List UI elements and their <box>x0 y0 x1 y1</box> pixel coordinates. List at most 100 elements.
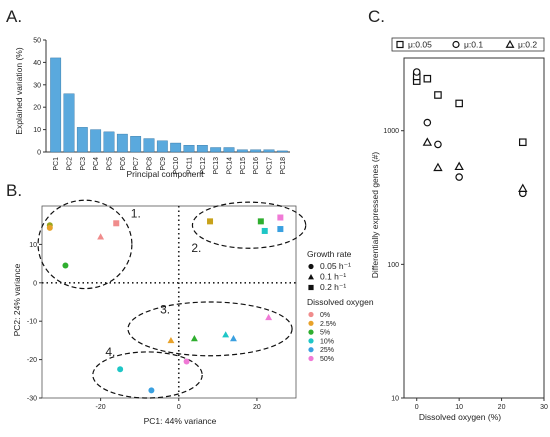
panel-c-letter: C. <box>368 7 385 26</box>
growth-legend-label: 0.05 h⁻¹ <box>320 261 351 271</box>
panel-a-xtick-label: PC12 <box>200 157 207 175</box>
oxygen-legend-marker <box>308 355 314 362</box>
panel-a-bar <box>76 127 88 153</box>
growth-legend-marker <box>308 274 314 280</box>
panel-b-ylabel: PC2: 24% variance <box>12 263 22 336</box>
panel-c-point <box>433 162 443 172</box>
panel-a-xtick-label: PC9 <box>160 157 167 171</box>
panel-c-point <box>434 140 442 149</box>
growth-legend-marker <box>308 263 314 270</box>
panel-b-ytick-label: -30 <box>27 396 37 403</box>
panel-a-xlabel: Principal component <box>126 169 204 179</box>
growth-legend-marker <box>308 284 314 291</box>
panel-b-cluster-ellipse <box>92 351 203 399</box>
oxygen-legend-label: 2.5% <box>320 321 336 328</box>
panel-a-xtick-label: PC11 <box>187 157 194 174</box>
panel-c-point <box>434 91 442 99</box>
oxygen-legend-label: 25% <box>320 347 334 354</box>
panel-a-bar-chart: 0 10 20 30 40 50 PC1 PC2 PC3 PC4 PC5 PC6 PC7 PC8 PC9 PC… <box>33 38 290 175</box>
panel-c-frame <box>403 57 545 399</box>
panel-c-xtick-label: 30 <box>540 404 548 411</box>
dissolved-oxygen-legend-title: Dissolved oxygen <box>307 297 374 307</box>
panel-a-bar <box>170 142 182 153</box>
panel-c-point <box>423 74 432 83</box>
panel-a-xtick-label: PC17 <box>267 157 274 175</box>
oxygen-legend-label: 10% <box>320 338 334 345</box>
panel-c-point <box>454 161 464 171</box>
panel-a-bar <box>263 149 275 153</box>
panel-a-bar <box>183 145 195 153</box>
panel-b-point <box>261 227 268 234</box>
panel-c-legend-marker <box>452 40 460 49</box>
panel-b-point <box>265 313 273 321</box>
panel-b-cluster-label: 1. <box>131 207 141 221</box>
panel-c-xtick-label: 20 <box>498 404 506 411</box>
panel-b-ytick-label: 0 <box>33 280 37 287</box>
panel-c-legend-marker <box>505 39 515 48</box>
panel-b-legend: Growth rate Dissolved oxygen 0.05 h⁻¹0.1… <box>307 249 374 363</box>
panel-b-point <box>46 224 53 231</box>
panel-b-letter: B. <box>6 181 22 200</box>
panel-c-ytick-label: 10 <box>391 396 399 403</box>
panel-b-point <box>190 335 198 342</box>
panel-a-bar <box>130 136 142 153</box>
panel-c-xlabel: Dissolved oxygen (%) <box>419 412 501 422</box>
panel-a-bar <box>250 149 262 153</box>
panel-a-bar <box>90 129 102 153</box>
panel-a-xtick-label: PC18 <box>280 157 287 175</box>
panel-c-legend-label: μ:0.1 <box>464 40 483 50</box>
panel-a-xtick-label: PC14 <box>227 157 234 175</box>
panel-c-scatter: 0 10 20 30 10 100 1000 μ:0.05 μ:0.1 μ:0.2 <box>383 37 548 411</box>
panel-a-xtick-label: PC13 <box>213 157 220 175</box>
panel-b-point <box>113 220 120 227</box>
panel-a-ytick-label: 30 <box>33 82 41 89</box>
panel-b-point <box>117 366 124 373</box>
panel-a-bar <box>116 133 128 153</box>
panel-c-ylabel: Differentially expressed genes (#) <box>370 152 380 279</box>
panel-a-xtick-label: PC8 <box>147 157 154 171</box>
growth-legend-label: 0.1 h⁻¹ <box>320 272 346 282</box>
panel-c-point <box>455 173 463 181</box>
panel-b-cluster-label: 3. <box>160 303 170 317</box>
panel-b-cluster-ellipse <box>191 201 307 249</box>
oxygen-legend-marker <box>308 347 314 353</box>
panel-c-xtick-label: 0 <box>415 404 419 411</box>
panel-b-point <box>257 218 264 225</box>
panel-a-bar <box>210 147 222 153</box>
panel-b-point <box>183 358 190 365</box>
panel-c-ytick-label: 1000 <box>383 128 399 135</box>
panel-c-legend-label: μ:0.2 <box>518 40 537 50</box>
panel-a-ytick-label: 0 <box>37 150 41 157</box>
panel-a-ytick-label: 10 <box>33 127 41 134</box>
panel-a-bar <box>196 145 208 153</box>
oxygen-legend-marker <box>308 320 314 326</box>
panel-c-point <box>412 68 421 76</box>
panel-a-xtick-label: PC7 <box>133 157 140 171</box>
panel-b-ytick-label: -20 <box>27 357 37 364</box>
panel-a-ytick-label: 40 <box>33 60 41 67</box>
oxygen-legend-label: 0% <box>320 312 330 319</box>
panel-a-bar <box>223 147 235 153</box>
panel-b-ytick-label: -10 <box>27 319 37 326</box>
panel-c-point <box>518 138 527 147</box>
panel-a-ytick-label: 50 <box>33 38 41 45</box>
panel-b-point <box>167 336 175 344</box>
panel-b-cluster-label: 2. <box>191 241 201 255</box>
panel-b-xtick-label: 20 <box>253 404 261 411</box>
panel-b-ytick-label: 10 <box>29 242 37 249</box>
panel-c-legend-label: μ:0.05 <box>408 40 432 50</box>
oxygen-legend-marker <box>308 329 314 335</box>
growth-legend-label: 0.2 h⁻¹ <box>320 282 346 292</box>
panel-b-cluster-label: 4. <box>105 345 115 359</box>
panel-b-point <box>207 218 214 225</box>
oxygen-legend-marker <box>308 338 314 344</box>
panel-c-point <box>518 183 528 192</box>
panel-b-xtick-label: 0 <box>177 404 181 411</box>
growth-rate-legend-title: Growth rate <box>307 249 352 259</box>
panel-c-point <box>423 118 432 127</box>
panel-a-xtick-label: PC4 <box>93 157 100 171</box>
panel-a-xtick-label: PC10 <box>173 157 180 175</box>
panel-a-ylabel: Explained variation (%) <box>14 47 24 135</box>
